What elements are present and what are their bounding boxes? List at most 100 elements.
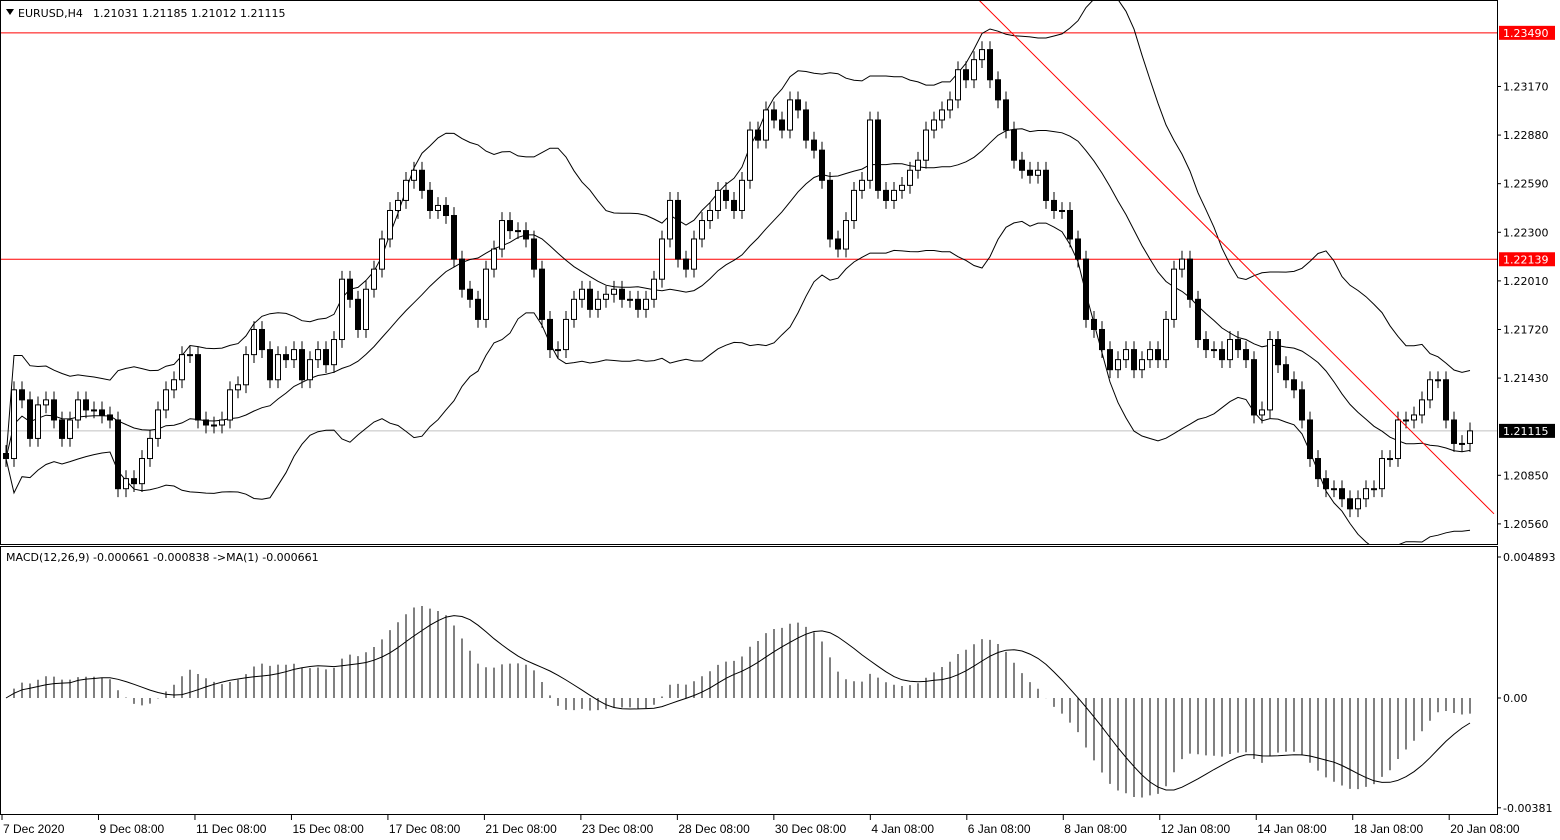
candle[interactable] [315,341,321,369]
candle[interactable] [195,346,201,429]
candle[interactable] [1027,161,1033,184]
candle[interactable] [283,346,289,369]
candle[interactable] [1379,450,1385,498]
candle[interactable] [875,111,881,199]
candle[interactable] [947,91,953,119]
candle[interactable] [1331,480,1337,498]
candle[interactable] [587,280,593,318]
candle[interactable] [75,391,81,429]
candle[interactable] [123,470,129,498]
candle[interactable] [331,331,337,374]
triangle-down-icon[interactable] [6,9,14,15]
candle[interactable] [1291,371,1297,399]
candle[interactable] [1195,290,1201,348]
candle[interactable] [547,311,553,358]
candle[interactable] [675,192,681,268]
candle[interactable] [507,212,513,239]
candle[interactable] [523,222,529,248]
candle[interactable] [1083,250,1089,328]
candle[interactable] [227,381,233,429]
candle[interactable] [11,381,17,467]
candle[interactable] [251,321,257,363]
candle[interactable] [1235,331,1241,358]
candle[interactable] [179,346,185,389]
candle[interactable] [155,401,161,447]
candle[interactable] [683,250,689,278]
candle[interactable] [979,41,985,69]
candle[interactable] [483,260,489,328]
candle[interactable] [531,230,537,278]
candle[interactable] [131,470,137,493]
candle[interactable] [419,161,425,199]
candle[interactable] [1267,331,1273,419]
candle[interactable] [843,212,849,258]
candle[interactable] [107,406,113,429]
candle[interactable] [611,280,617,303]
candle[interactable] [1075,230,1081,268]
candle[interactable] [443,197,449,224]
candle[interactable] [275,346,281,389]
candle[interactable] [923,121,929,169]
candle[interactable] [939,101,945,129]
candle[interactable] [1051,192,1057,219]
candle[interactable] [635,290,641,318]
candle[interactable] [1035,161,1041,184]
candle[interactable] [499,212,505,258]
candle[interactable] [1395,411,1401,467]
candle[interactable] [659,230,665,288]
candle[interactable] [627,290,633,308]
candle[interactable] [1107,341,1113,379]
candle[interactable] [1283,356,1289,389]
candle[interactable] [403,171,409,209]
candle[interactable] [955,61,961,109]
candle[interactable] [259,321,265,358]
candle[interactable] [907,161,913,194]
price-axis[interactable]: 1.23170 1.22880 1.22590 1.22300 1.22010 1.217… [1497,25,1556,815]
candle[interactable] [835,230,841,258]
candle[interactable] [371,260,377,298]
candle[interactable] [1019,151,1025,179]
candle[interactable] [19,381,25,409]
candle[interactable] [1443,371,1449,429]
candle[interactable] [1011,121,1017,169]
candle[interactable] [243,346,249,394]
candle[interactable] [1427,371,1433,409]
candle[interactable] [139,450,145,493]
candle[interactable] [555,341,561,358]
candle[interactable] [891,182,897,209]
candle[interactable] [1171,260,1177,328]
candle[interactable] [1459,435,1465,452]
candle[interactable] [1363,480,1369,508]
candle[interactable] [1139,351,1145,379]
candle[interactable] [1059,202,1065,219]
candle[interactable] [723,182,729,209]
candle[interactable] [83,391,89,419]
candle[interactable] [1091,311,1097,338]
candle[interactable] [563,311,569,358]
candle[interactable] [579,280,585,308]
candle[interactable] [571,290,577,328]
candle[interactable] [1315,450,1321,488]
candle[interactable] [699,212,705,248]
candle[interactable] [235,376,241,399]
candle[interactable] [1123,341,1129,369]
candle[interactable] [1347,490,1353,518]
candle[interactable] [811,131,817,159]
candle[interactable] [931,111,937,139]
candle[interactable] [771,101,777,129]
candle[interactable] [459,250,465,298]
candle[interactable] [203,411,209,434]
candle[interactable] [595,290,601,318]
candle[interactable] [1131,341,1137,379]
candle[interactable] [1355,490,1361,518]
candle[interactable] [987,41,993,89]
candle[interactable] [387,202,393,248]
candle[interactable] [1275,331,1281,374]
candle[interactable] [803,101,809,149]
candle[interactable] [963,61,969,89]
candle[interactable] [1387,450,1393,467]
candle[interactable] [515,222,521,239]
candle[interactable] [267,341,273,389]
candle[interactable] [731,192,737,219]
